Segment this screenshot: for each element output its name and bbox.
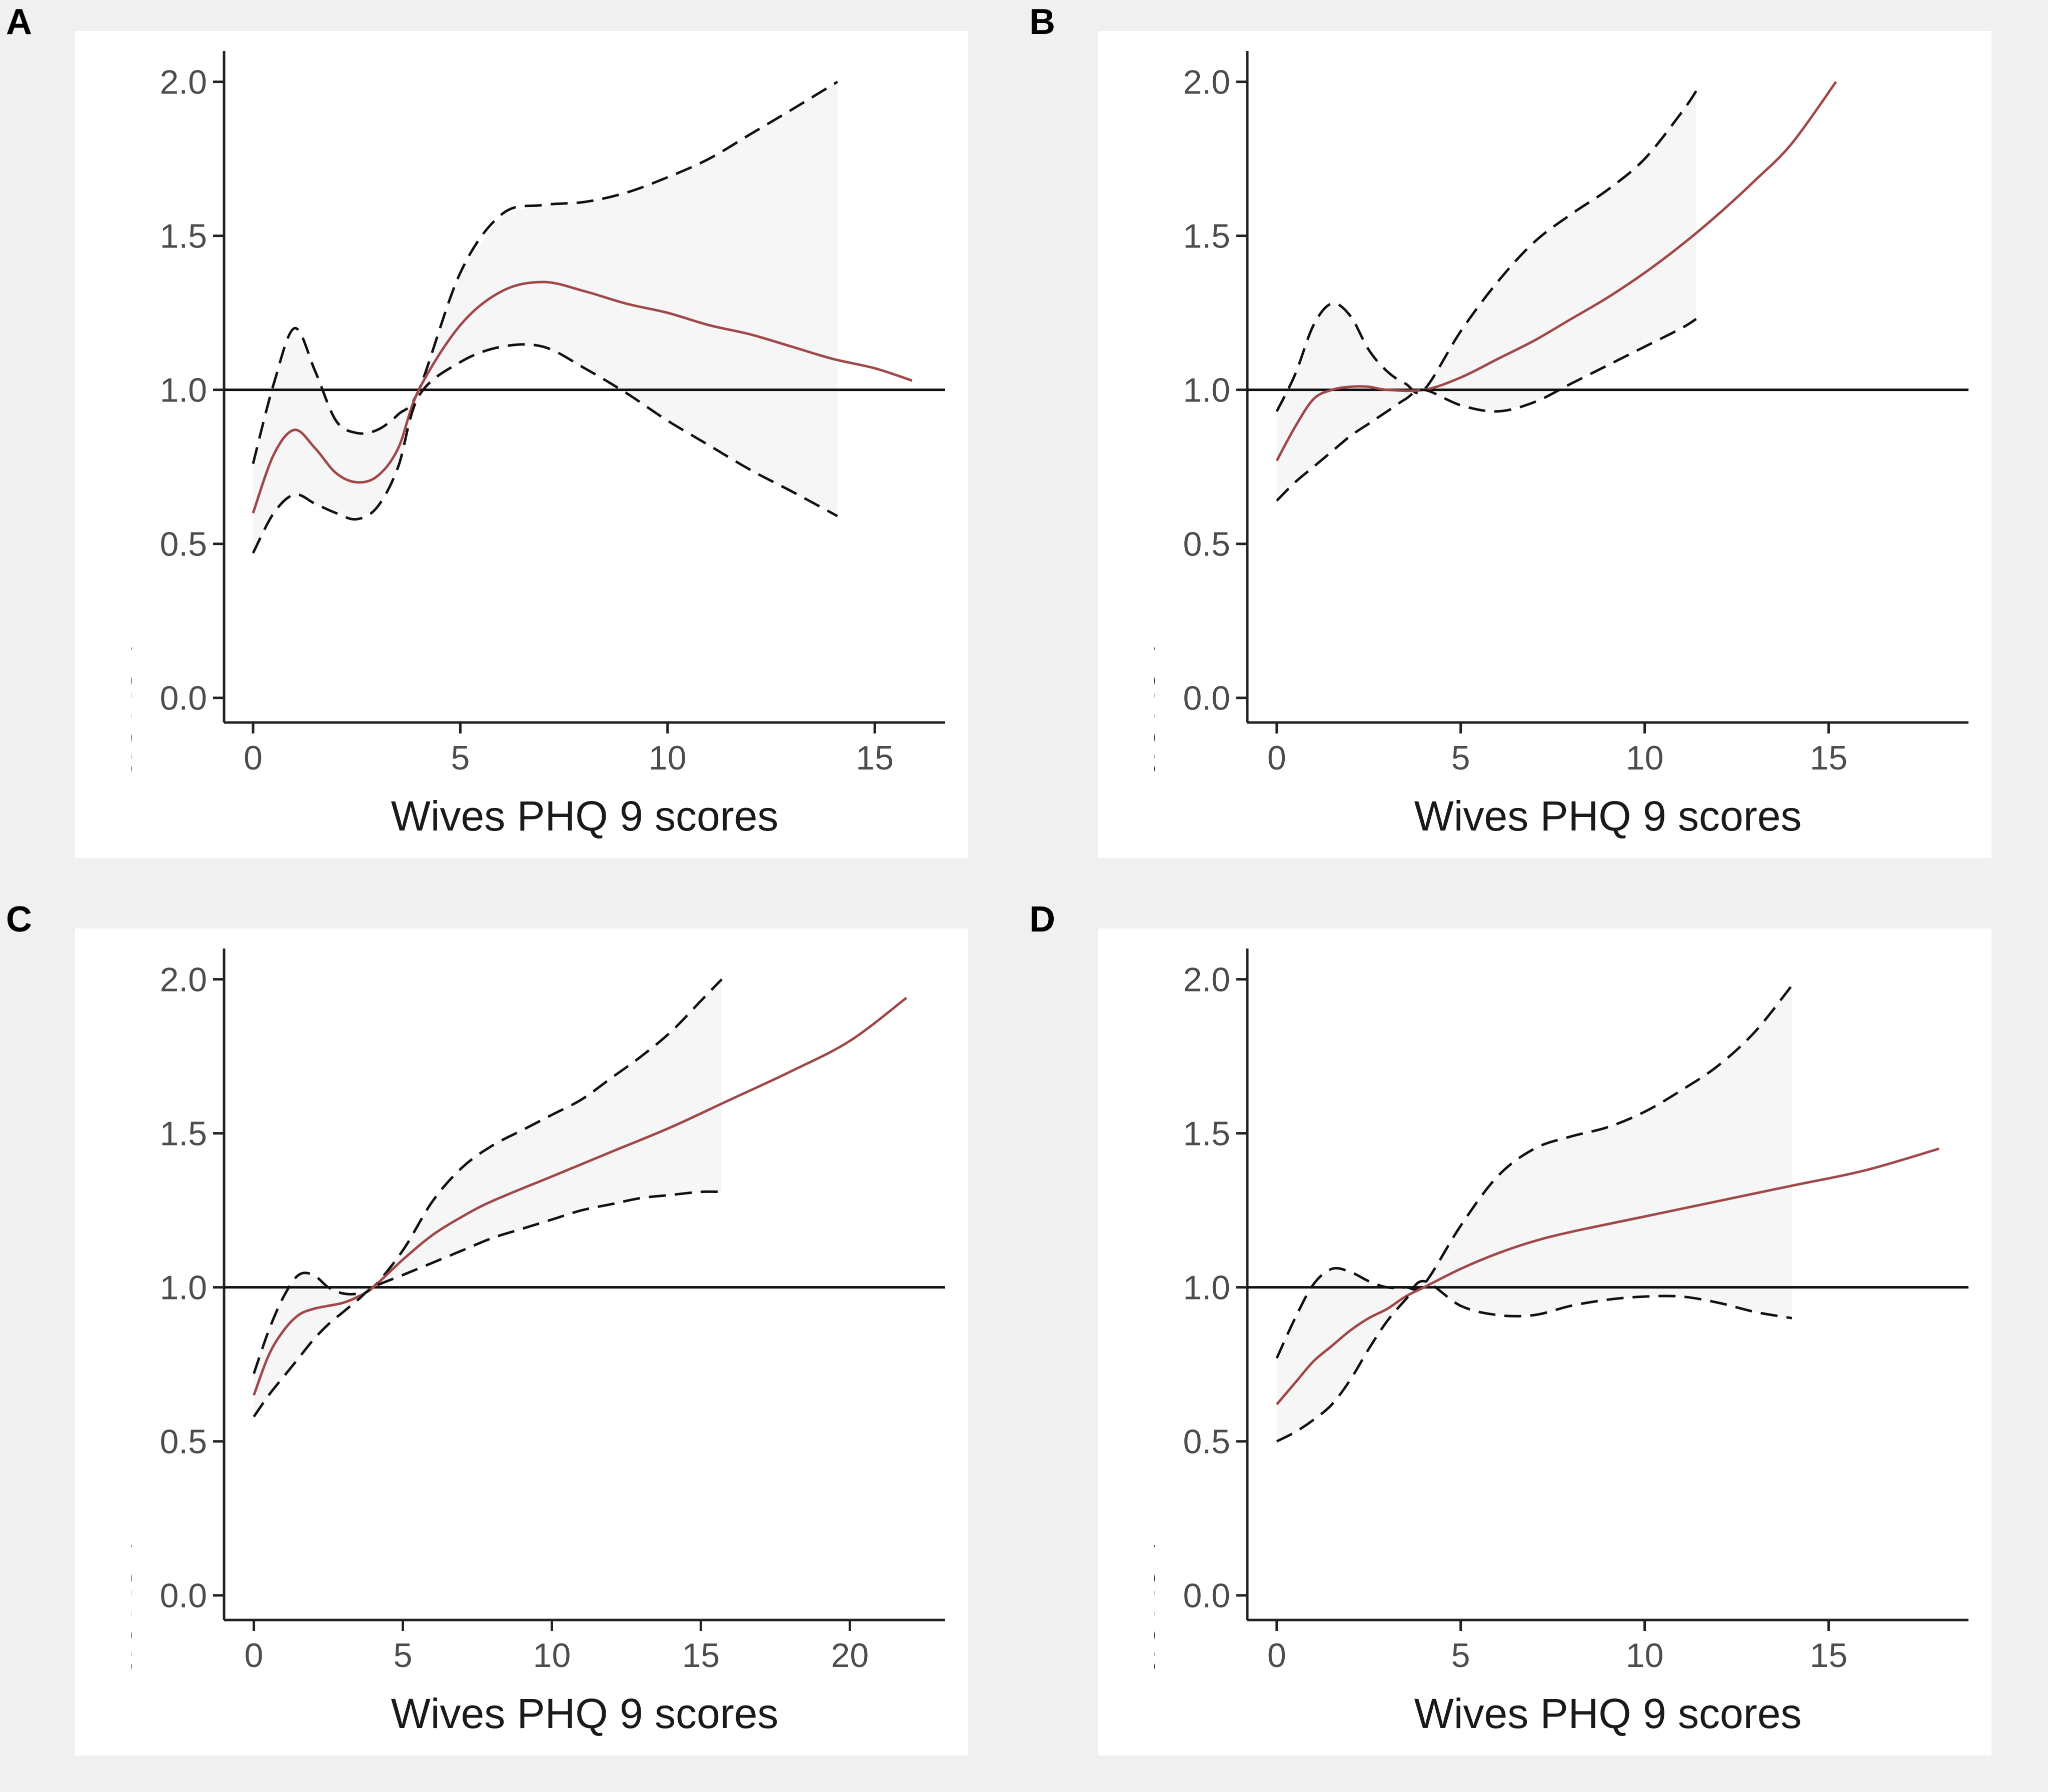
x-axis-title: Wives PHQ 9 scores (391, 1690, 779, 1737)
y-tick-label: 1.0 (160, 372, 207, 410)
y-axis-title: aORs of risk of depressions in husband (93, 44, 140, 778)
confidence-band (253, 82, 838, 554)
x-axis-title: Wives PHQ 9 scores (1414, 1690, 1802, 1737)
x-tick-label: 0 (1267, 1636, 1286, 1674)
x-tick-label: 5 (1451, 739, 1470, 777)
x-tick-label: 0 (1267, 739, 1286, 777)
x-tick-label: 10 (533, 1636, 571, 1674)
y-tick-label: 1.5 (160, 218, 207, 256)
lower-ci-line (252, 343, 838, 554)
y-axis-title: aORs of risk of depressions in husband (1116, 44, 1163, 778)
y-tick-label: 0.5 (1183, 1423, 1230, 1461)
panel-a: 0.0 0.5 1.0 1.5 2.0 0 5 10 15 Wives PHQ 9 scores a… (6, 2, 968, 858)
y-tick-label: 2.0 (160, 64, 207, 102)
confidence-band (254, 979, 722, 1417)
x-tick-label: 20 (831, 1636, 869, 1674)
y-axis-title: aORs of risk of depressions in husband (93, 942, 140, 1675)
upper-ci-line (1275, 90, 1697, 412)
x-tick-label: 15 (1810, 739, 1848, 777)
y-tick-label: 0.0 (160, 680, 207, 718)
upper-ci-line (252, 80, 838, 464)
y-tick-label: 0.5 (160, 526, 207, 564)
y-tick-label: 1.5 (1183, 1115, 1230, 1153)
estimate-line (1275, 1148, 1939, 1406)
panel-letter: D (1029, 900, 1055, 940)
y-tick-label: 1.0 (160, 1269, 207, 1307)
panel-letter: A (6, 2, 32, 42)
confidence-band (1276, 91, 1696, 501)
panel-c: 0.0 0.5 1.0 1.5 2.0 0 5 10 15 20 Wives PHQ 9 score… (6, 900, 968, 1756)
x-tick-label: 5 (1451, 1636, 1470, 1674)
y-tick-label: 2.0 (1183, 64, 1230, 102)
upper-ci-line (1275, 984, 1793, 1359)
y-tick-label: 1.5 (1183, 218, 1230, 256)
x-tick-label: 15 (1810, 1636, 1848, 1674)
upper-ci-line (253, 978, 723, 1374)
estimate-line (252, 280, 913, 514)
x-tick-label: 10 (1626, 1636, 1664, 1674)
estimate-line (253, 996, 908, 1396)
y-tick-label: 1.0 (1183, 372, 1230, 410)
x-tick-label: 5 (451, 739, 470, 777)
y-tick-label: 2.0 (1183, 961, 1230, 999)
panel-background (1098, 31, 1991, 858)
y-tick-label: 2.0 (160, 961, 207, 999)
panel-letter: B (1029, 2, 1055, 42)
panel-background (75, 928, 968, 1756)
lower-ci-line (1276, 1280, 1792, 1442)
x-tick-label: 10 (1626, 739, 1664, 777)
x-axis-title: Wives PHQ 9 scores (1414, 792, 1802, 840)
estimate-line (1275, 81, 1837, 462)
y-tick-label: 0.0 (1183, 1577, 1230, 1615)
panel-letter: C (6, 900, 32, 940)
y-tick-label: 0.0 (160, 1577, 207, 1615)
panel-background (1098, 928, 1991, 1756)
x-tick-label: 15 (682, 1636, 720, 1674)
y-tick-label: 0.0 (1183, 680, 1230, 718)
x-axis-title: Wives PHQ 9 scores (391, 792, 779, 840)
x-tick-label: 0 (244, 739, 263, 777)
x-tick-label: 15 (856, 739, 894, 777)
x-tick-label: 5 (394, 1636, 413, 1674)
y-tick-label: 1.0 (1183, 1269, 1230, 1307)
confidence-band (1276, 985, 1792, 1442)
x-tick-label: 0 (245, 1636, 264, 1674)
y-tick-label: 1.5 (160, 1115, 207, 1153)
lower-ci-line (253, 1190, 722, 1418)
x-tick-label: 10 (649, 739, 687, 777)
y-axis-title: aORs of risk of depressions in husband (1116, 942, 1163, 1675)
y-tick-label: 0.5 (160, 1423, 207, 1461)
y-tick-label: 0.5 (1183, 526, 1230, 564)
lower-ci-line (1276, 318, 1697, 502)
